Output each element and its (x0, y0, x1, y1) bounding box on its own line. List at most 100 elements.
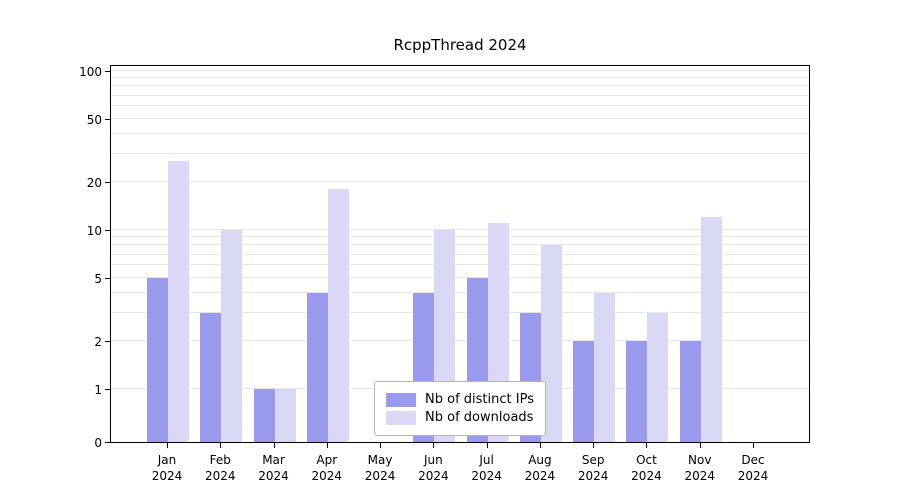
grid-line (111, 105, 809, 107)
x-tick-year: 2024 (204, 469, 236, 483)
bar (327, 189, 349, 442)
y-tick-mark (105, 230, 110, 231)
x-tick-mark (433, 443, 435, 448)
y-tick-mark (105, 71, 110, 72)
grid-line (111, 229, 809, 230)
legend-label: Nb of distinct IPs (425, 392, 534, 407)
x-tick-month: Dec (741, 453, 765, 467)
grid-line (111, 312, 809, 314)
grid-line (111, 244, 809, 246)
y-tick-mark (105, 341, 110, 343)
y-tick-label: 50 (86, 112, 102, 127)
grid-line (111, 276, 809, 278)
x-tick-month: Oct (636, 453, 657, 467)
bar (168, 161, 189, 442)
x-tick-mark (753, 443, 754, 448)
x-tick-year: 2024 (151, 469, 183, 483)
x-tick-month: Apr (316, 453, 338, 467)
x-tick-month: Sep (581, 453, 605, 467)
bar (306, 293, 328, 442)
x-tick-month: Jul (479, 453, 494, 467)
x-tick-label: Apr 2024 (297, 452, 357, 484)
x-tick-year: 2024 (418, 469, 449, 483)
x-tick-year: 2024 (471, 469, 502, 483)
legend: Nb of distinct IPs Nb of downloads (374, 381, 546, 436)
y-tick-mark (105, 118, 110, 120)
y-tick-mark (105, 389, 110, 390)
grid-line (111, 181, 809, 183)
x-tick-mark (699, 443, 701, 448)
y-tick-mark (105, 182, 110, 184)
bar (274, 389, 296, 442)
x-tick-mark (220, 443, 222, 448)
y-tick-mark (105, 277, 110, 279)
y-tick-label: 1 (94, 383, 102, 397)
x-tick-year: 2024 (364, 469, 396, 483)
grid-line (111, 253, 809, 255)
x-tick-year: 2024 (311, 469, 343, 483)
x-tick-mark (539, 443, 541, 448)
legend-swatch (386, 392, 417, 407)
x-tick-year: 2024 (737, 469, 769, 483)
x-tick-label: Feb 2024 (190, 452, 250, 484)
bar (253, 389, 275, 442)
x-tick-mark (646, 443, 648, 448)
x-tick-label: Jan 2024 (137, 452, 197, 484)
grid-line (111, 70, 809, 71)
legend-item: Nb of distinct IPs (386, 392, 534, 407)
bar (200, 313, 222, 442)
x-tick-year: 2024 (258, 469, 289, 483)
x-tick-mark (273, 443, 275, 448)
x-tick-label: Nov 2024 (670, 452, 730, 484)
y-tick-label: 0 (94, 436, 102, 450)
y-tick-label: 20 (86, 176, 102, 191)
y-tick-label: 5 (94, 271, 102, 286)
y-tick-mark (105, 442, 110, 443)
x-tick-month: Feb (209, 453, 231, 467)
y-tick-label: 100 (79, 65, 102, 79)
legend-label: Nb of downloads (425, 410, 534, 425)
x-tick-mark (326, 443, 328, 448)
x-tick-month: Nov (688, 453, 712, 467)
legend-swatch (386, 410, 417, 425)
bar (626, 341, 648, 442)
x-tick-mark (486, 443, 488, 448)
bar (700, 217, 722, 442)
grid-line (111, 133, 809, 135)
legend-item: Nb of downloads (386, 410, 534, 425)
x-tick-year: 2024 (631, 469, 662, 483)
chart-title: RcppThread 2024 (393, 36, 527, 54)
x-tick-year: 2024 (684, 469, 715, 483)
x-tick-mark (593, 443, 595, 448)
x-tick-label: Aug 2024 (510, 452, 570, 484)
x-tick-label: Oct 2024 (616, 452, 676, 484)
grid-line (111, 85, 809, 87)
x-tick-mark (380, 443, 382, 448)
bar (540, 245, 562, 442)
x-tick-month: May (367, 453, 393, 467)
bar (573, 341, 595, 442)
x-tick-month: Aug (528, 453, 552, 467)
x-tick-label: Dec 2024 (723, 452, 783, 484)
y-tick-label: 10 (86, 224, 102, 238)
grid-line (111, 153, 809, 155)
x-tick-year: 2024 (577, 469, 609, 483)
grid-line (111, 117, 809, 119)
x-tick-mark (167, 443, 168, 448)
bar (221, 230, 243, 442)
x-tick-month: Mar (262, 453, 285, 467)
x-tick-year: 2024 (524, 469, 556, 483)
grid-line (111, 264, 809, 266)
x-tick-month: Jun (423, 453, 443, 467)
grid-line (111, 292, 809, 294)
grid-line (111, 340, 809, 342)
grid-line (111, 94, 809, 96)
bar (679, 341, 701, 442)
grid-line (111, 77, 809, 79)
x-tick-label: Mar 2024 (244, 452, 304, 484)
x-tick-label: Jul 2024 (457, 452, 517, 484)
x-tick-label: Sep 2024 (563, 452, 623, 484)
x-tick-month: Jan (157, 453, 177, 467)
grid-line (111, 236, 809, 238)
